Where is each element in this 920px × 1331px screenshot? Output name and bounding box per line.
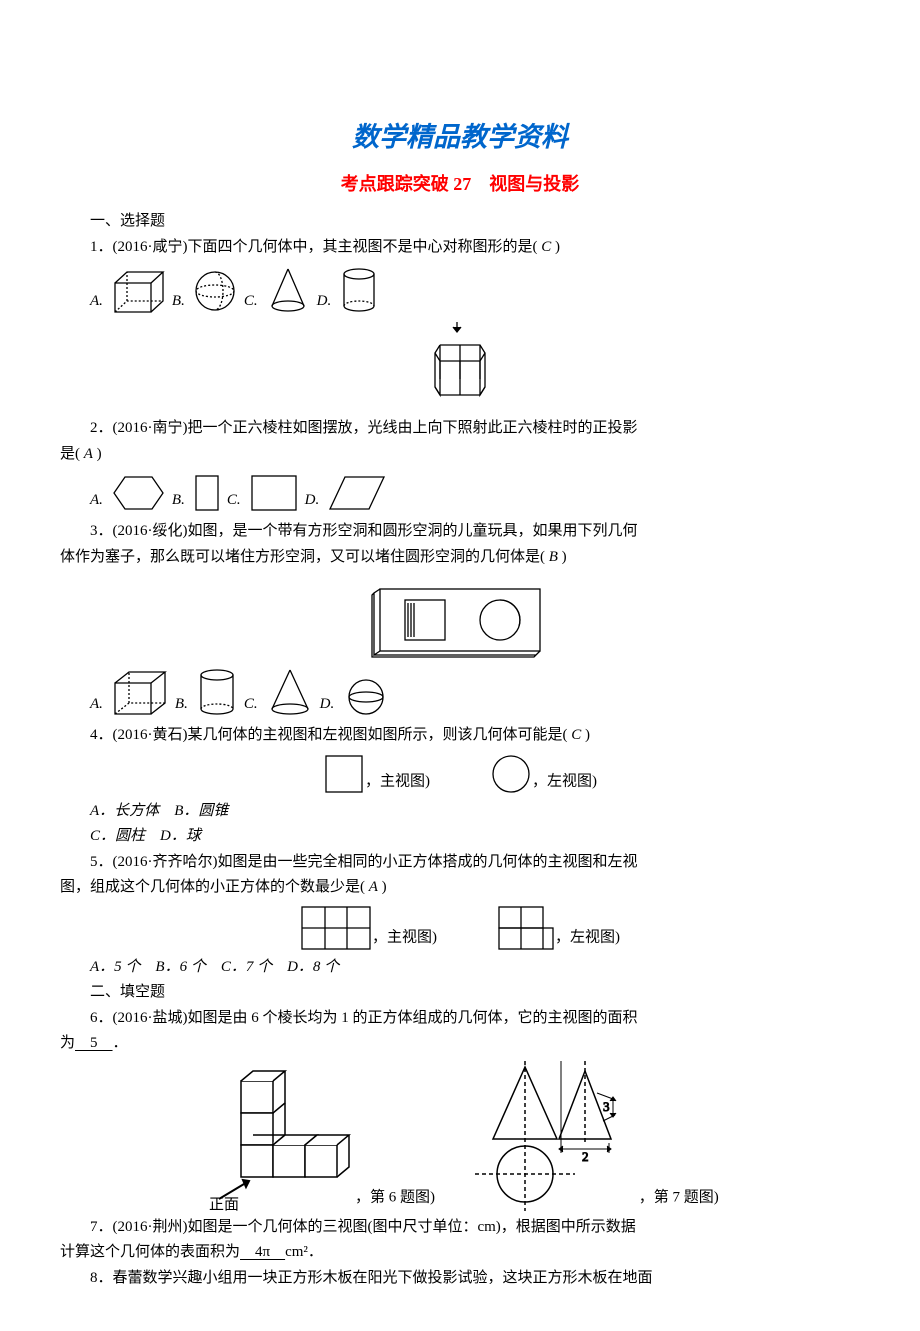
q4-opt-b: B．圆锥: [174, 803, 228, 819]
q5-line2: 图，组成这个几何体的小正方体的个数最少是(: [60, 879, 369, 895]
q4-view1-label: ，主视图): [365, 773, 430, 789]
q7-pre: 计算这个几何体的表面积为: [60, 1244, 240, 1260]
q2-opt-c-label: C.: [227, 488, 241, 514]
dim-2: 2: [582, 1149, 589, 1164]
q7-answer: 4π: [240, 1244, 285, 1260]
q4-ab: A．长方体 B．圆锥: [60, 799, 860, 825]
rect-wide-icon: [249, 473, 299, 513]
q1-text: 1．(2016·咸宁)下面四个几何体中，其主视图不是中心对称图形的是( C ): [60, 235, 860, 261]
q2-line1: 2．(2016·南宁)把一个正六棱柱如图摆放，光线由上向下照射此正六棱柱时的正投…: [60, 416, 860, 442]
q6-q7-figures: 正面 ，第 6 题图) 3 2 ，第 7 题图): [60, 1061, 860, 1211]
section1-heading: 一、选择题: [60, 209, 860, 235]
q2-text: 2．(2016·南宁)把一个正六棱柱如图摆放，光线由上向下照射此正六棱柱时的正投…: [60, 416, 860, 467]
q3-opt-c-label: C.: [244, 692, 258, 718]
left-view-grid-icon: [497, 905, 555, 951]
cylinder2-icon: [196, 667, 238, 717]
q5-line1: 5．(2016·齐齐哈尔)如图是由一些完全相同的小正方体搭成的几何体的主视图和左…: [60, 850, 860, 876]
q4-stem: 4．(2016·黄石)某几何体的主视图和左视图如图所示，则该几何体可能是(: [90, 727, 571, 743]
square-view-icon: [323, 753, 365, 795]
q4-close: ): [581, 727, 590, 743]
q4-answer: C: [571, 727, 581, 743]
q2-opt-d-label: D.: [305, 488, 320, 514]
q1-answer: C: [541, 239, 551, 255]
cube-icon: [111, 269, 166, 314]
q1-stem: 1．(2016·咸宁)下面四个几何体中，其主视图不是中心对称图形的是(: [90, 239, 541, 255]
q7-line1: 7．(2016·荆州)如图是一个几何体的三视图(图中尺寸单位：cm)，根据图中所…: [60, 1215, 860, 1241]
parallelogram-icon: [327, 473, 387, 513]
q3-opt-a-label: A.: [90, 692, 103, 718]
q3-answer: B: [549, 549, 558, 565]
front-view-grid-icon: [300, 905, 372, 951]
title-main: 数学精品教学资料: [60, 115, 860, 161]
title-sub: 考点跟踪突破 27 视图与投影: [60, 169, 860, 200]
q7-post: cm²．: [285, 1244, 323, 1260]
section2-heading: 二、填空题: [60, 980, 860, 1006]
q2-options: A. B. C. D.: [90, 473, 860, 513]
q6-pre: 为: [60, 1035, 75, 1051]
q6-line1: 6．(2016·盐城)如图是由 6 个棱长均为 1 的正方体组成的几何体，它的主…: [60, 1006, 860, 1032]
q1-close: ): [551, 239, 560, 255]
q1-opt-c-label: C.: [244, 289, 258, 315]
hexagon-icon: [111, 473, 166, 513]
q4-views: ，主视图) ，左视图): [60, 753, 860, 795]
q1-opt-a-label: A.: [90, 289, 103, 315]
q3-line2: 体作为塞子，那么既可以堵住方形空洞，又可以堵住圆形空洞的几何体是(: [60, 549, 549, 565]
q5-close: ): [378, 879, 387, 895]
q4-view2-label: ，左视图): [532, 773, 597, 789]
front-label: 正面: [209, 1197, 239, 1211]
cube2-icon: [111, 669, 169, 717]
cone-icon: [266, 266, 311, 314]
dim-3: 3: [603, 1099, 610, 1114]
q3-figure: [60, 576, 860, 661]
sphere2-icon: [342, 677, 390, 717]
toy-block-icon: [370, 576, 550, 661]
cylinder-icon: [339, 266, 379, 314]
q6-answer: 5: [75, 1035, 113, 1051]
q2-answer: A: [84, 446, 93, 462]
q5-text: 5．(2016·齐齐哈尔)如图是由一些完全相同的小正方体搭成的几何体的主视图和左…: [60, 850, 860, 901]
q4-opt-d: D．球: [160, 828, 201, 844]
q3-options: A. B. C. D.: [90, 667, 860, 717]
q2-line2: 是(: [60, 446, 84, 462]
q2-opt-b-label: B.: [172, 488, 185, 514]
q4-opt-a: A．长方体: [90, 803, 159, 819]
q5-options: A．5 个 B．6 个 C．7 个 D．8 个: [60, 955, 860, 981]
q7-text: 7．(2016·荆州)如图是一个几何体的三视图(图中尺寸单位：cm)，根据图中所…: [60, 1215, 860, 1266]
q4-cd: C．圆柱 D．球: [60, 824, 860, 850]
q3-close: ): [558, 549, 567, 565]
q7-caption: ，第 7 题图): [639, 1189, 719, 1205]
q6-text: 6．(2016·盐城)如图是由 6 个棱长均为 1 的正方体组成的几何体，它的主…: [60, 1006, 860, 1057]
sphere-icon: [193, 269, 238, 314]
q1-options: A. B. C. D.: [90, 266, 860, 314]
q1-opt-d-label: D.: [317, 289, 332, 315]
three-views-icon: 3 2: [475, 1061, 635, 1211]
q6-post: ．: [113, 1035, 128, 1051]
q5-view2-label: ，左视图): [555, 929, 620, 945]
q1-opt-b-label: B.: [172, 289, 185, 315]
q2-figure: [60, 320, 860, 410]
q3-text: 3．(2016·绥化)如图，是一个带有方形空洞和圆形空洞的儿童玩具，如果用下列几…: [60, 519, 860, 570]
q5-answer: A: [369, 879, 378, 895]
q3-opt-d-label: D.: [320, 692, 335, 718]
cube-stack-icon: 正面: [201, 1061, 351, 1211]
q2-close: ): [93, 446, 102, 462]
q5-view1-label: ，主视图): [372, 929, 437, 945]
q8-text: 8．春蕾数学兴趣小组用一块正方形木板在阳光下做投影试验，这块正方形木板在地面: [60, 1266, 860, 1292]
hexprism-with-arrow-icon: [425, 320, 495, 410]
q2-opt-a-label: A.: [90, 488, 103, 514]
cone2-icon: [266, 667, 314, 717]
q3-opt-b-label: B.: [175, 692, 188, 718]
q4-text: 4．(2016·黄石)某几何体的主视图和左视图如图所示，则该几何体可能是( C …: [60, 723, 860, 749]
circle-view-icon: [490, 753, 532, 795]
q6-caption: ，第 6 题图): [355, 1189, 435, 1205]
rect-tall-icon: [193, 473, 221, 513]
q3-line1: 3．(2016·绥化)如图，是一个带有方形空洞和圆形空洞的儿童玩具，如果用下列几…: [60, 519, 860, 545]
q4-opt-c: C．圆柱: [90, 828, 145, 844]
q5-views: ，主视图) ，左视图): [60, 905, 860, 951]
